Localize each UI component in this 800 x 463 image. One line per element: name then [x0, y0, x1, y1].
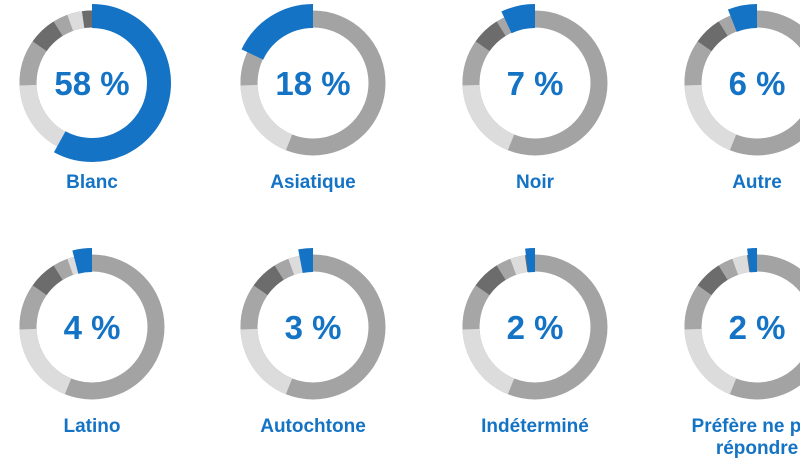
ring-band-6 — [240, 84, 293, 151]
ring-band-1 — [81, 10, 93, 29]
slice-value — [747, 248, 758, 273]
slice-value — [298, 248, 314, 274]
ring-band-6 — [240, 328, 293, 395]
ring-band-2 — [67, 11, 85, 31]
donut-3: 7 % Noir — [462, 4, 608, 193]
category-label: Latino — [64, 416, 121, 437]
slice-value — [727, 4, 758, 33]
category-label: répondre — [716, 438, 798, 459]
ring-band-3 — [274, 258, 295, 281]
slice-value — [53, 4, 171, 162]
ring-band-4 — [697, 265, 728, 296]
ring-band-3 — [718, 258, 739, 281]
ring-band-4 — [475, 265, 506, 296]
slice-value — [501, 4, 536, 34]
percent-label: 7 % — [507, 65, 564, 102]
ring-band-3 — [718, 14, 739, 37]
ring-band-6 — [684, 328, 737, 395]
donut-6: 3 % Autochtone — [240, 248, 386, 437]
ring-band-5 — [462, 41, 490, 86]
ring-band-6 — [462, 84, 515, 151]
ring-band-4 — [697, 21, 728, 52]
percent-label: 18 % — [275, 65, 350, 102]
ring-band-6 — [462, 328, 515, 395]
ring-band-2 — [732, 255, 750, 275]
ring-band-6 — [19, 84, 72, 151]
category-label: Asiatique — [270, 172, 356, 193]
percent-label: 3 % — [285, 309, 342, 346]
ring-band-5 — [684, 41, 712, 86]
donut-8: 2 % Préfère ne pasrépondre — [684, 248, 800, 459]
ring-band-2 — [510, 255, 528, 275]
ring-band-4 — [32, 265, 63, 296]
category-label: Noir — [516, 172, 555, 193]
ring-band-6 — [19, 328, 72, 395]
ring-band-3 — [496, 258, 517, 281]
category-label: Autochtone — [260, 416, 366, 437]
ring-band-4 — [475, 21, 506, 52]
ring-band-3 — [53, 258, 74, 281]
donut-2: 18 % Asiatique — [240, 4, 386, 193]
donut-4: 6 % Autre — [684, 4, 800, 193]
ring-band-4 — [253, 265, 284, 296]
ring-band-5 — [19, 41, 47, 86]
ring-band-5 — [240, 285, 268, 330]
donut-7: 2 % Indéterminé — [462, 248, 608, 437]
percent-label: 2 % — [507, 309, 564, 346]
slice-value — [525, 248, 536, 273]
percent-label: 58 % — [54, 65, 129, 102]
ring-band-3 — [53, 14, 74, 37]
ring-band-6 — [684, 84, 737, 151]
slice-value — [241, 4, 314, 61]
ring-band-5 — [462, 285, 490, 330]
category-label: Préfère ne pas — [692, 416, 800, 437]
percent-label: 2 % — [729, 309, 786, 346]
category-label: Autre — [732, 172, 782, 193]
slice-value — [72, 247, 93, 274]
percent-label: 4 % — [64, 309, 121, 346]
ring-band-5 — [684, 285, 712, 330]
donut-1: 58 % Blanc — [19, 4, 171, 193]
ring-band-4 — [32, 21, 63, 52]
ring-band-5 — [19, 285, 47, 330]
donut-5: 4 % Latino — [19, 247, 165, 437]
category-label: Indéterminé — [481, 416, 589, 437]
percent-label: 6 % — [729, 65, 786, 102]
category-label: Blanc — [66, 172, 118, 193]
